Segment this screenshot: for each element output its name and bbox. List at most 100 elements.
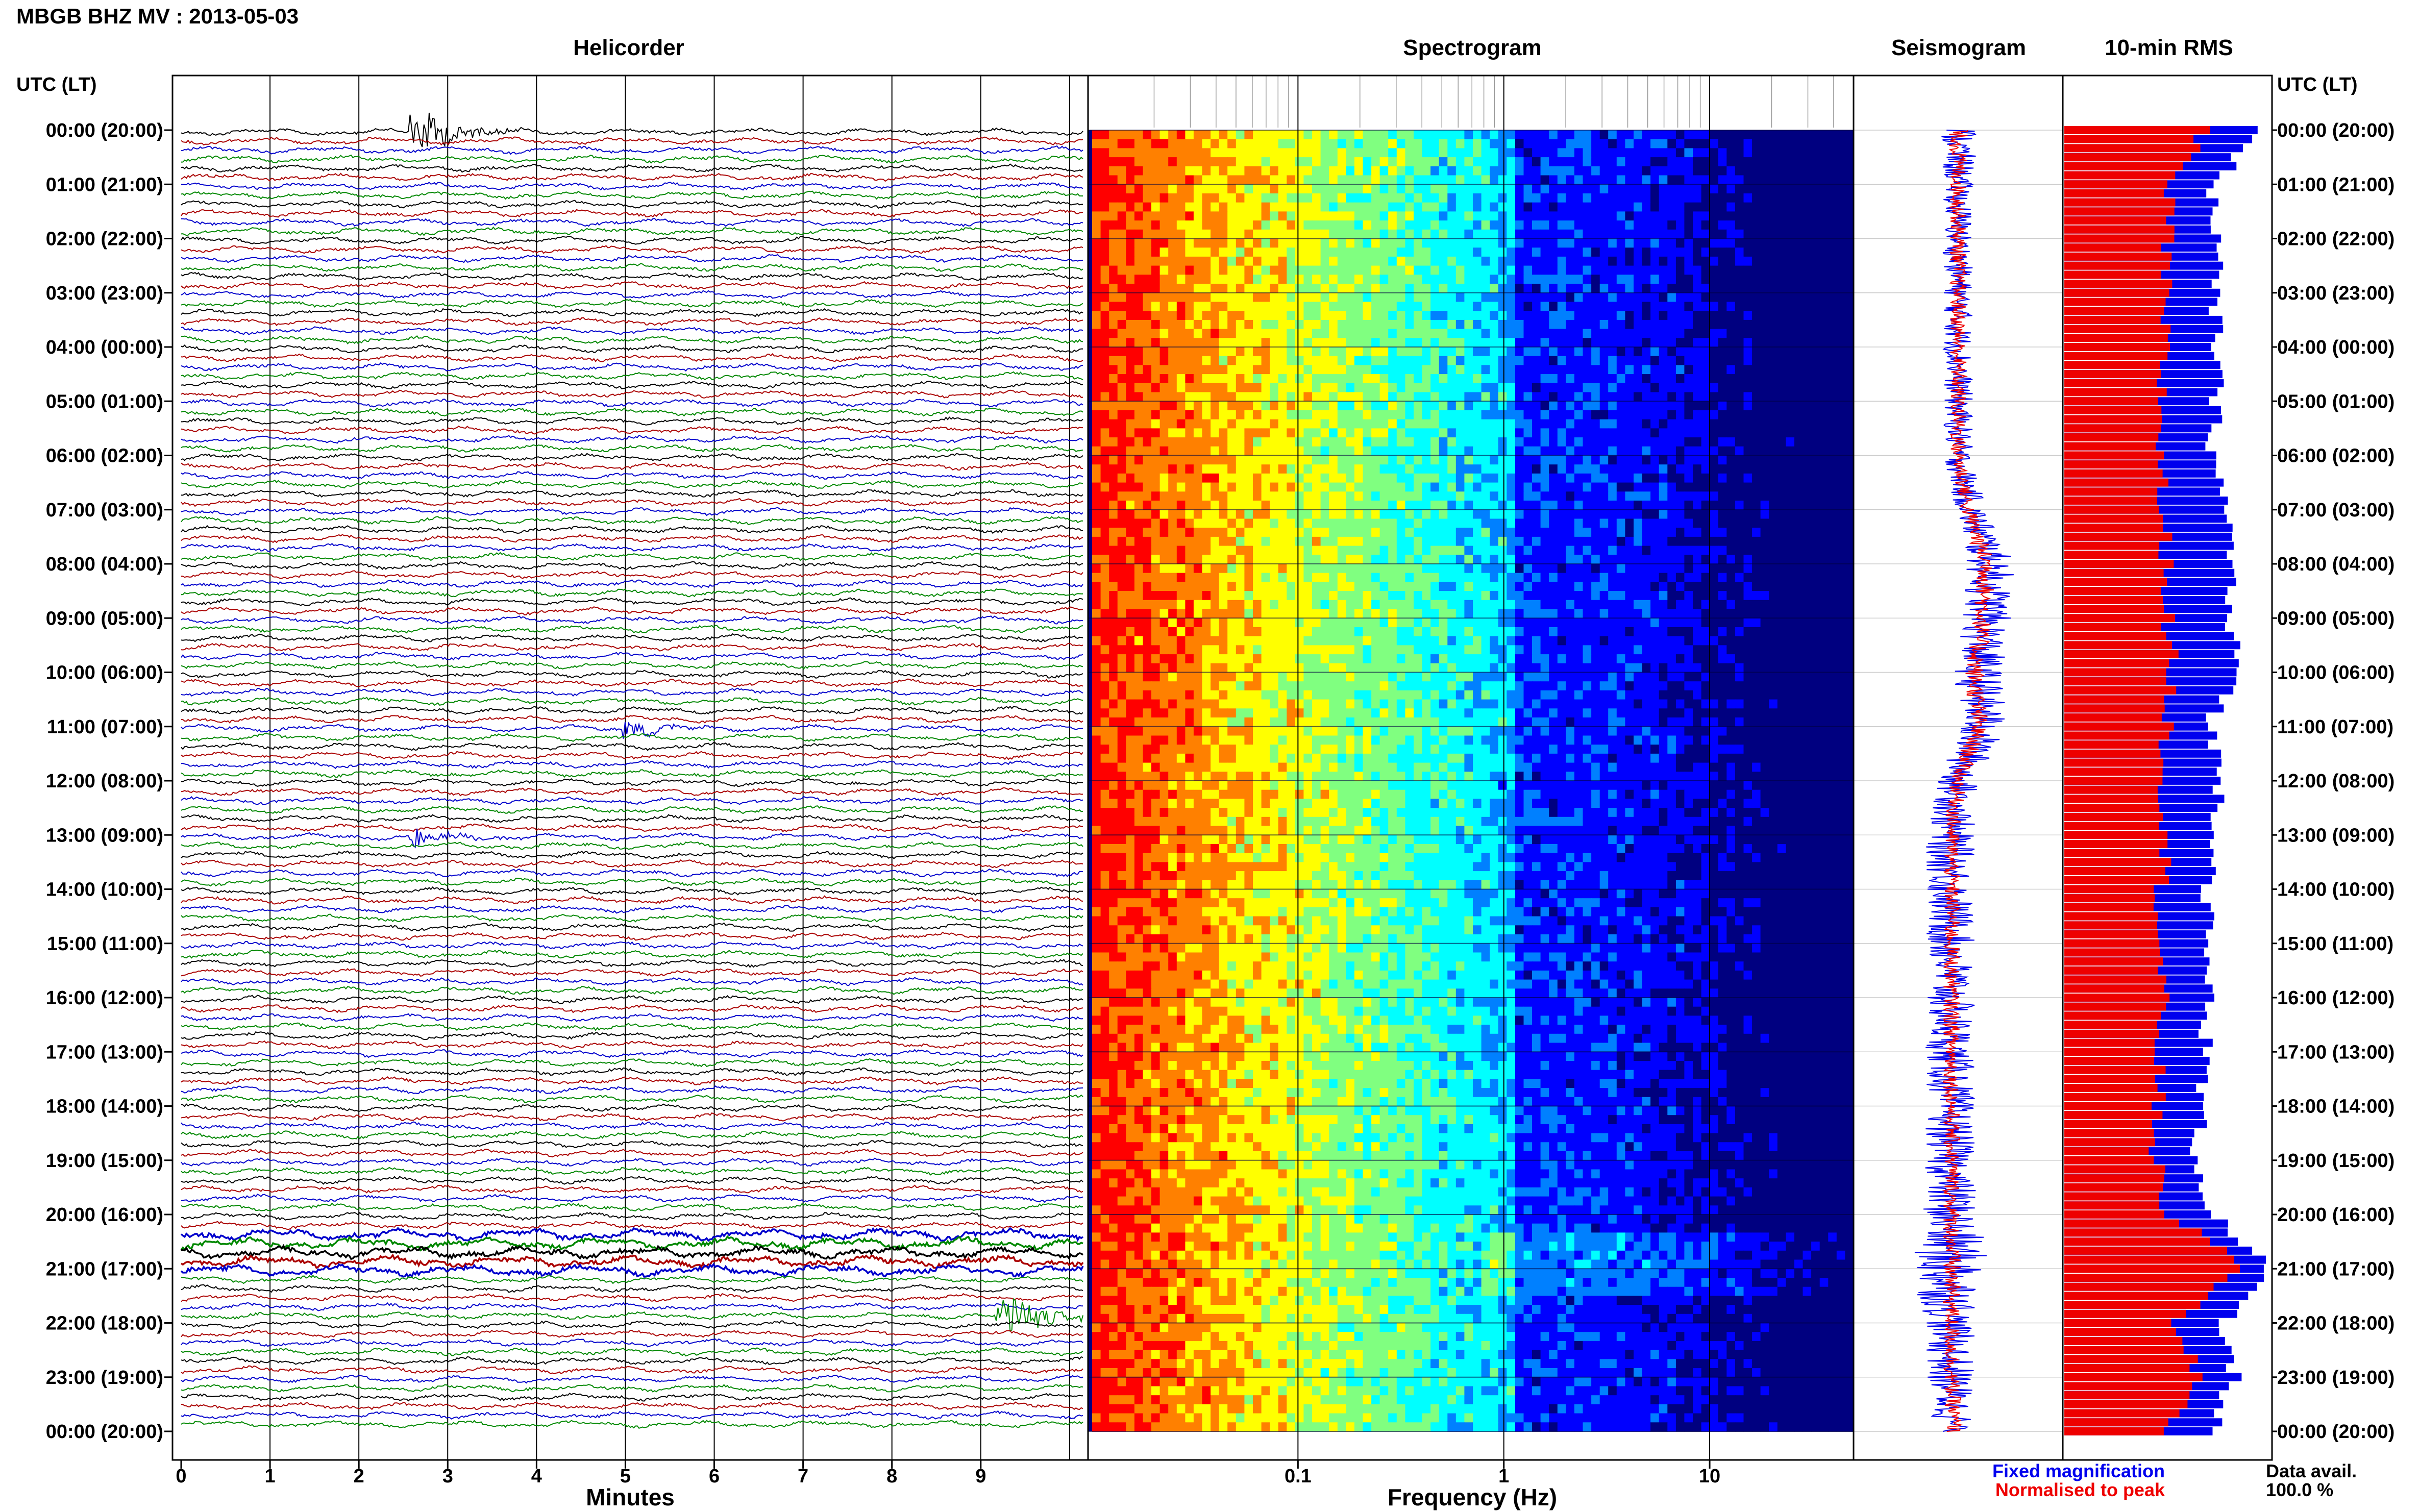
spectrogram-cell xyxy=(1261,247,1270,257)
spectrogram-cell xyxy=(1439,347,1448,357)
spectrogram-cell xyxy=(1109,482,1118,492)
spectrogram-cell xyxy=(1337,319,1346,330)
spectrogram-cell xyxy=(1193,573,1203,582)
spectrogram-cell xyxy=(1481,464,1490,474)
spectrogram-cell xyxy=(1786,130,1795,140)
spectrogram-cell xyxy=(1566,455,1575,465)
spectrogram-cell xyxy=(1583,302,1592,311)
spectrogram-cell xyxy=(1473,455,1482,465)
spectrogram-cell xyxy=(1743,311,1752,320)
helicorder-trace xyxy=(181,995,1083,1004)
spectrogram-cell xyxy=(1599,275,1609,284)
spectrogram-cell xyxy=(1253,347,1262,357)
spectrogram-cell xyxy=(1363,410,1372,420)
spectrogram-cell xyxy=(1388,501,1397,510)
spectrogram-cell xyxy=(1777,491,1786,501)
spectrogram-cell xyxy=(1320,175,1329,185)
spectrogram-cell xyxy=(1515,392,1524,402)
spectrogram-cell xyxy=(1287,401,1296,411)
spectrogram-cell xyxy=(1498,130,1507,140)
spectrogram-cell xyxy=(1667,256,1676,266)
spectrogram-cell xyxy=(1134,518,1144,528)
spectrogram-cell xyxy=(1134,383,1144,393)
spectrogram-cell xyxy=(1270,446,1279,456)
spectrogram-cell xyxy=(1439,329,1448,338)
spectrogram-cell xyxy=(1244,464,1253,474)
spectrogram-cell xyxy=(1659,338,1668,348)
spectrogram-cell xyxy=(1608,509,1617,519)
spectrogram-cell xyxy=(1786,582,1795,591)
spectrogram-cell xyxy=(1176,392,1186,402)
spectrogram-cell xyxy=(1549,410,1558,420)
spectrogram-cell xyxy=(1126,356,1135,365)
helicorder-trace xyxy=(181,1284,1083,1293)
spectrogram-cell xyxy=(1845,157,1854,167)
helicorder-trace xyxy=(181,1094,1083,1104)
spectrogram-cell xyxy=(1726,464,1736,474)
spectrogram-cell xyxy=(1354,419,1364,429)
spectrogram-cell xyxy=(1337,275,1346,284)
spectrogram-cell xyxy=(1591,238,1600,248)
spectrogram-cell xyxy=(1379,419,1389,429)
spectrogram-cell xyxy=(1211,347,1220,357)
spectrogram-cell xyxy=(1422,482,1431,492)
spectrogram-cell xyxy=(1591,446,1600,456)
spectrogram-cell xyxy=(1126,546,1135,555)
spectrogram-cell xyxy=(1117,302,1126,311)
spectrogram-cell xyxy=(1405,292,1414,303)
spectrogram-cell xyxy=(1287,347,1296,357)
spectrogram-cell xyxy=(1642,139,1651,148)
spectrogram-cell xyxy=(1346,202,1355,212)
spectrogram-cell xyxy=(1422,509,1431,519)
spectrogram-cell xyxy=(1481,591,1490,601)
spectrogram-cell xyxy=(1760,555,1769,564)
spectrogram-cell xyxy=(1143,229,1152,239)
spectrogram-cell xyxy=(1701,600,1710,610)
spectrogram-cell xyxy=(1092,130,1101,140)
spectrogram-cell xyxy=(1464,383,1473,393)
spectrogram-cell xyxy=(1253,536,1262,547)
spectrogram-cell xyxy=(1109,275,1118,284)
spectrogram-cell xyxy=(1346,292,1355,303)
spectrogram-cell xyxy=(1287,600,1296,610)
spectrogram-cell xyxy=(1684,473,1693,483)
spectrogram-cell xyxy=(1777,573,1786,582)
spectrogram-cell xyxy=(1168,238,1177,248)
spectrogram-cell xyxy=(1320,546,1329,555)
spectrogram-cell xyxy=(1523,347,1533,357)
spectrogram-cell xyxy=(1726,482,1736,492)
helicorder-trace xyxy=(181,1347,1083,1357)
spectrogram-cell xyxy=(1159,428,1169,438)
spectrogram-cell xyxy=(1515,464,1524,474)
spectrogram-cell xyxy=(1650,383,1660,393)
spectrogram-cell xyxy=(1701,482,1710,492)
spectrogram-cell xyxy=(1219,564,1228,574)
helicorder-trace xyxy=(181,759,1083,770)
spectrogram-cell xyxy=(1346,383,1355,393)
spectrogram-cell xyxy=(1811,193,1820,203)
spectrogram-cell xyxy=(1583,157,1592,167)
spectrogram-cell xyxy=(1591,564,1600,574)
spectrogram-cell xyxy=(1532,220,1541,230)
spectrogram-cell xyxy=(1650,184,1660,194)
spectrogram-cell xyxy=(1168,591,1177,601)
spectrogram-cell xyxy=(1185,428,1194,438)
spectrogram-cell xyxy=(1634,564,1643,574)
spectrogram-cell xyxy=(1642,130,1651,140)
spectrogram-cell xyxy=(1455,166,1465,176)
spectrogram-cell xyxy=(1219,166,1228,176)
spectrogram-cell xyxy=(1270,473,1279,483)
spectrogram-cell xyxy=(1718,528,1727,537)
spectrogram-cell xyxy=(1811,501,1820,510)
spectrogram-cell xyxy=(1100,419,1109,429)
spectrogram-cell xyxy=(1667,564,1676,574)
spectrogram-cell xyxy=(1828,157,1837,167)
spectrogram-cell xyxy=(1430,184,1440,194)
spectrogram-cell xyxy=(1650,455,1660,465)
spectrogram-cell xyxy=(1202,211,1211,221)
spectrogram-cell xyxy=(1151,238,1161,248)
spectrogram-cell xyxy=(1100,555,1109,564)
helicorder-trace xyxy=(181,453,1083,462)
helicorder-trace xyxy=(181,886,1083,896)
spectrogram-cell xyxy=(1735,275,1744,284)
